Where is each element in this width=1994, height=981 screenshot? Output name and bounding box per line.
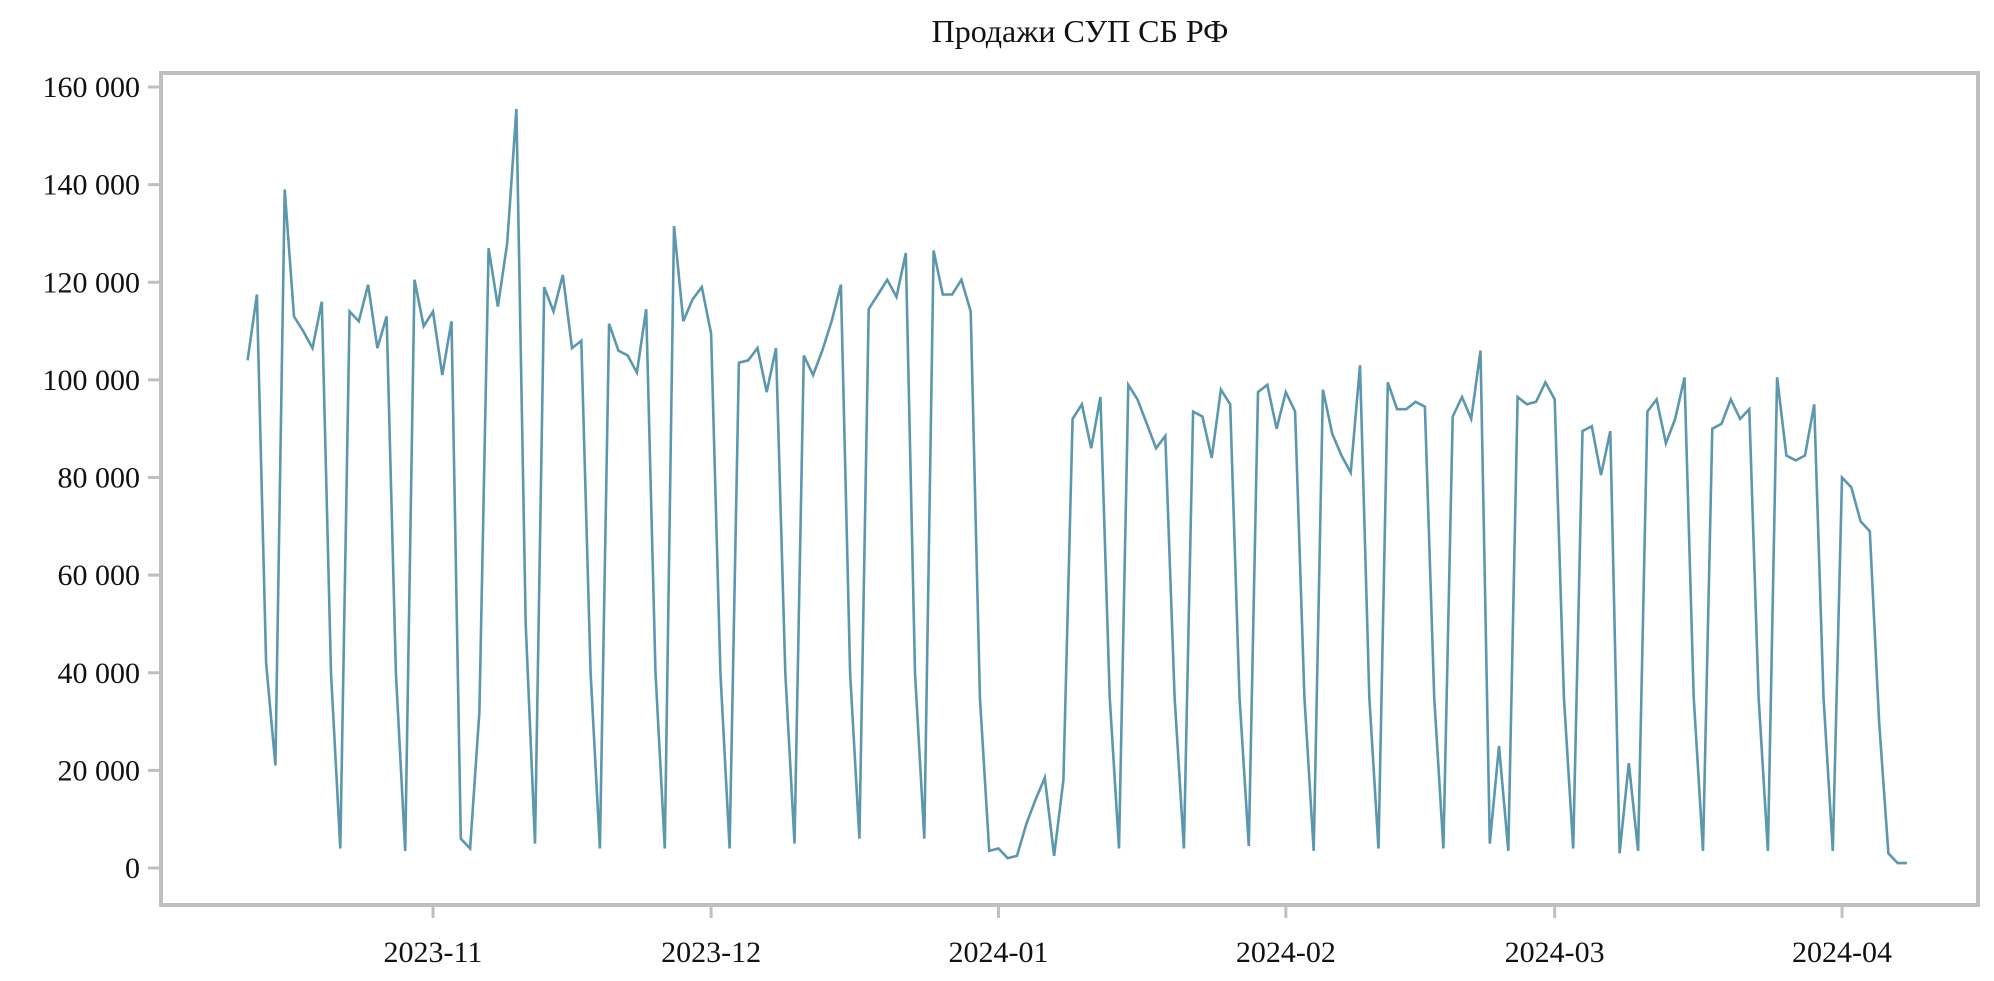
x-tick-label: 2024-02: [1236, 936, 1336, 969]
x-tick-label: 2024-03: [1505, 936, 1605, 969]
y-tick-label: 160 000: [43, 71, 141, 104]
y-axis: 0 20 000 40 000 60 000 80 000 100 000 120 000 1…: [43, 71, 160, 885]
x-tick-label: 2023-11: [384, 936, 483, 969]
x-axis: 2023-11 2023-12 2024-01 2024-02 2024-03 2024-…: [384, 907, 1892, 969]
y-tick-label: 40 000: [58, 657, 141, 690]
y-tick-label: 100 000: [43, 364, 141, 397]
y-tick-label: 120 000: [43, 266, 141, 299]
y-tick-label: 140 000: [43, 169, 141, 202]
series-line: [248, 109, 1907, 863]
x-tick-label: 2023-12: [661, 936, 761, 969]
series-group: [248, 109, 1907, 863]
x-tick-label: 2024-01: [948, 936, 1048, 969]
y-tick-label: 80 000: [58, 462, 141, 495]
y-tick-label: 20 000: [58, 754, 141, 787]
y-tick-label: 0: [125, 852, 140, 885]
y-tick-label: 60 000: [58, 559, 141, 592]
x-tick-label: 2024-04: [1792, 936, 1892, 969]
chart-title: Продажи СУП СБ РФ: [932, 13, 1229, 49]
